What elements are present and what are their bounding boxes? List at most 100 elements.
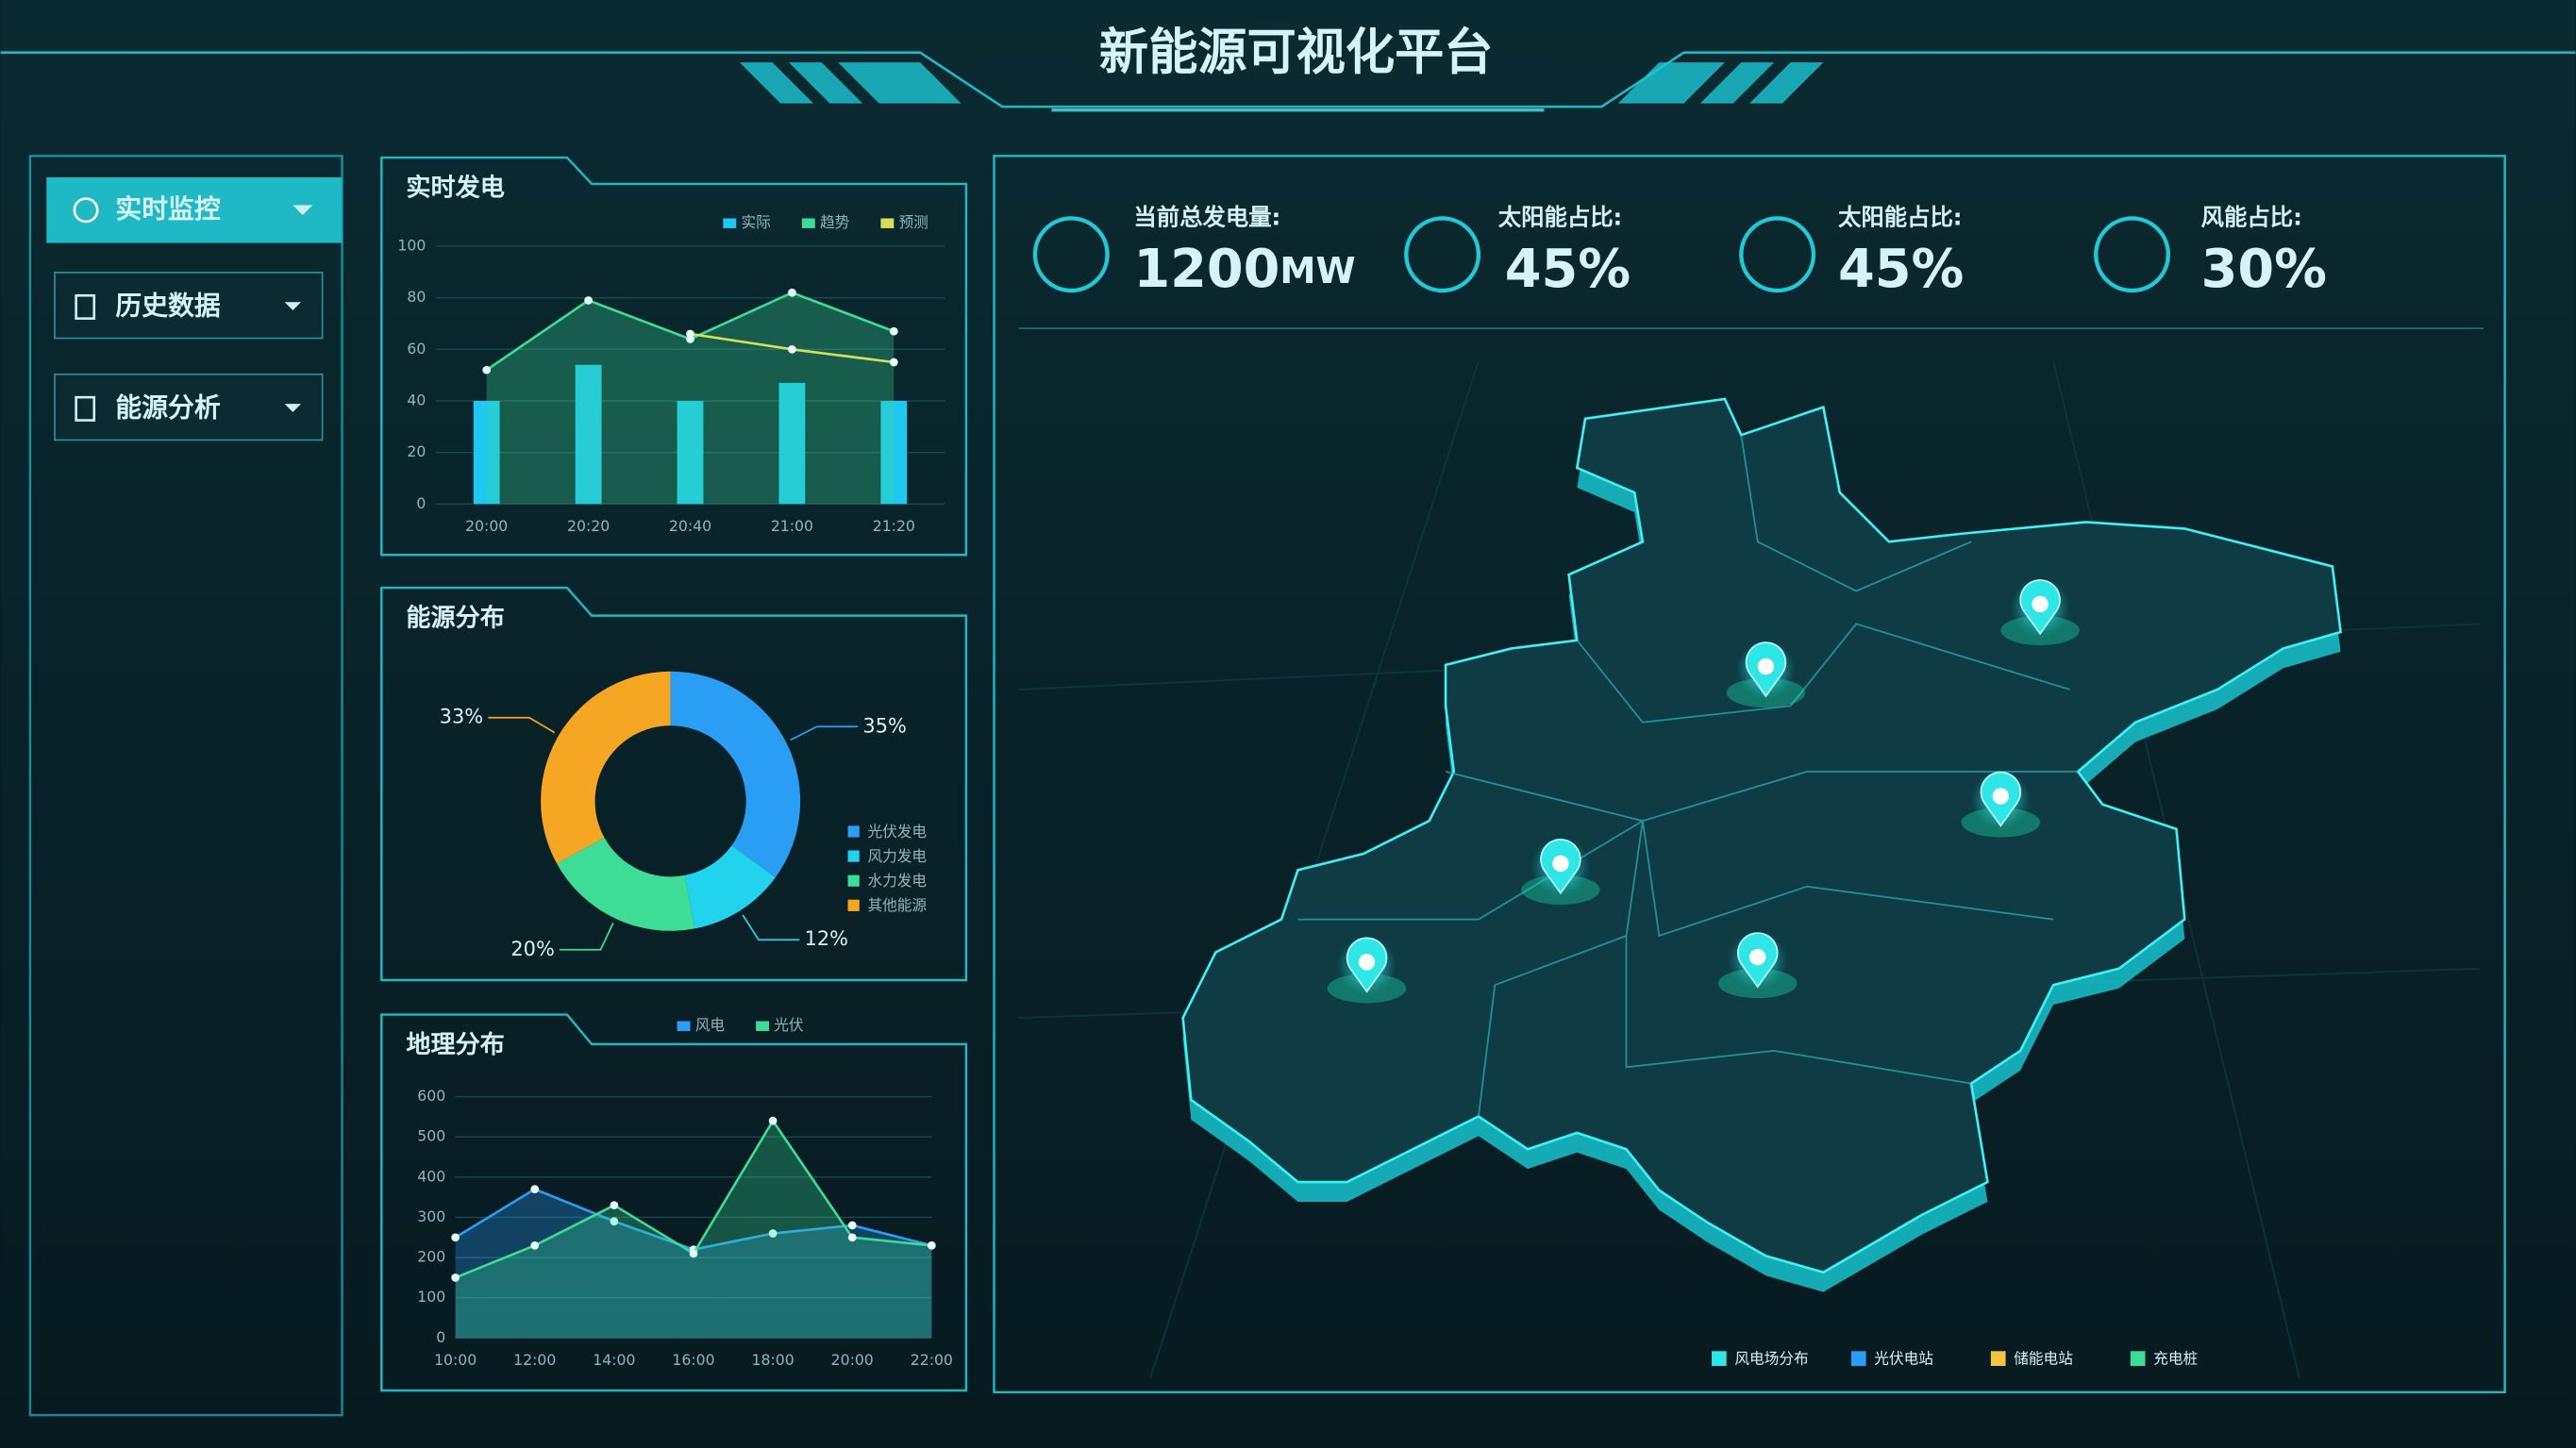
- stat-label: 风能占比:: [2201, 203, 2302, 230]
- legend-swatch: [801, 218, 815, 228]
- y-tick-label: 0: [416, 494, 426, 512]
- legend-label: 预测: [899, 213, 928, 231]
- legend-swatch: [756, 1021, 770, 1031]
- legend-label: 光伏发电: [867, 823, 927, 841]
- y-tick-label: 600: [417, 1087, 445, 1105]
- x-tick-label: 18:00: [752, 1351, 795, 1369]
- header: 新能源可视化平台: [0, 25, 2576, 112]
- x-tick-label: 20:40: [669, 517, 711, 535]
- bar: [575, 364, 602, 505]
- legend-swatch: [847, 874, 860, 887]
- donut-segment: [557, 837, 695, 931]
- point: [451, 1273, 460, 1282]
- x-tick-label: 14:00: [593, 1351, 635, 1369]
- legend-swatch: [1990, 1351, 2006, 1366]
- point: [610, 1201, 619, 1210]
- menu-label[interactable]: 实时监控: [115, 193, 220, 225]
- stats: 当前总发电量: 1200MW 太阳能占比: 45% 太阳能占比: 45% 风能占…: [1032, 203, 2327, 300]
- map-legend: 风电场分布 光伏电站 储能电站 充电桩: [1712, 1350, 2198, 1368]
- pin-dot: [1749, 948, 1766, 966]
- donut-segment: [684, 845, 776, 929]
- stat-label: 太阳能占比:: [1838, 203, 1963, 230]
- data-label: 12%: [805, 927, 848, 950]
- point: [768, 1229, 778, 1238]
- pin-dot: [2032, 595, 2049, 613]
- pin-dot: [1358, 954, 1376, 971]
- legend-swatch: [847, 850, 860, 862]
- point: [889, 326, 898, 336]
- donut-segment: [670, 671, 801, 878]
- point: [768, 1116, 778, 1125]
- menu-item-active[interactable]: [46, 176, 343, 243]
- y-tick-label: 100: [417, 1288, 445, 1306]
- y-tick-label: 40: [407, 391, 426, 408]
- legend-label: 其他能源: [867, 896, 927, 914]
- point: [530, 1185, 540, 1193]
- legend-label: 光伏电站: [1874, 1350, 1933, 1368]
- leader-line: [790, 725, 859, 741]
- legend-swatch: [880, 218, 895, 228]
- y-tick-label: 0: [436, 1328, 445, 1346]
- bar: [880, 400, 908, 505]
- point: [584, 296, 593, 305]
- point: [530, 1240, 540, 1250]
- legend-label: 充电桩: [2153, 1350, 2198, 1368]
- bar: [778, 382, 806, 505]
- x-tick-label: 22:00: [911, 1351, 953, 1369]
- stat-value: 45%: [1505, 239, 1631, 300]
- menu-label[interactable]: 历史数据: [115, 290, 220, 321]
- legend-swatch: [2130, 1351, 2146, 1366]
- y-tick-label: 200: [417, 1248, 445, 1266]
- x-tick-label: 12:00: [513, 1351, 556, 1369]
- x-tick-label: 21:20: [873, 517, 915, 535]
- stat-value: 1200MW: [1133, 239, 1355, 300]
- title: 新能源可视化平台: [1099, 25, 1494, 81]
- donut-segment: [541, 671, 671, 864]
- x-tick-label: 21:00: [771, 517, 813, 535]
- x-tick-label: 20:00: [831, 1351, 874, 1369]
- legend-swatch: [847, 825, 860, 838]
- point: [482, 365, 492, 374]
- legend-label: 水力发电: [867, 872, 927, 890]
- legend-label: 光伏: [774, 1016, 804, 1034]
- y-tick-label: 400: [417, 1167, 445, 1185]
- point: [788, 288, 796, 297]
- x-tick-label: 16:00: [672, 1351, 714, 1369]
- panel-title: 地理分布: [406, 1031, 504, 1059]
- point: [927, 1240, 936, 1250]
- leader-line: [488, 716, 556, 734]
- legend-label: 风电: [695, 1016, 726, 1034]
- panels: 实时发电 能源分布 地理分布: [380, 155, 2506, 1394]
- menu-label[interactable]: 能源分析: [115, 391, 220, 423]
- legend-label: 风力发电: [867, 847, 927, 865]
- pin-dot: [1992, 788, 2010, 805]
- y-tick-label: 300: [417, 1207, 445, 1225]
- y-tick-label: 100: [397, 237, 426, 255]
- menu-item[interactable]: [54, 272, 324, 340]
- panel-title: 实时发电: [406, 174, 504, 203]
- pin-dot: [1757, 657, 1775, 675]
- point: [788, 344, 796, 354]
- point: [689, 1249, 698, 1258]
- legend-swatch: [677, 1021, 691, 1031]
- data-label: 35%: [862, 714, 906, 737]
- data-label: 33%: [440, 706, 483, 728]
- stat-label: 当前总发电量:: [1133, 203, 1280, 230]
- bar: [677, 400, 704, 505]
- legend-label: 趋势: [820, 213, 850, 231]
- menu-item[interactable]: [54, 373, 324, 441]
- legend-swatch: [723, 218, 737, 228]
- legend-swatch: [847, 899, 860, 911]
- y-tick-label: 20: [407, 442, 426, 460]
- x-tick-label: 20:20: [567, 517, 610, 535]
- bar: [473, 400, 500, 505]
- legend-swatch: [1712, 1351, 1727, 1366]
- y-tick-label: 500: [417, 1127, 445, 1145]
- legend-label: 储能电站: [2014, 1350, 2073, 1368]
- point: [686, 329, 694, 339]
- y-tick-label: 60: [407, 340, 426, 358]
- point: [451, 1233, 460, 1242]
- pin-dot: [1552, 855, 1569, 873]
